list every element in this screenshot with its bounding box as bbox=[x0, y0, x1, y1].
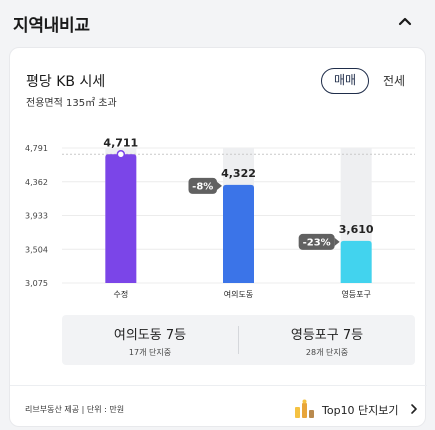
bar-marker bbox=[116, 150, 126, 159]
chevron-right-icon bbox=[411, 404, 417, 414]
section-title: 지역내비교 bbox=[13, 16, 90, 36]
rank-gu-main: 영등포구 7등 bbox=[290, 328, 364, 343]
toggle-sale[interactable]: 매매 bbox=[321, 68, 369, 94]
bar-value-label: 3,610 bbox=[339, 223, 374, 236]
rank-gu-sub: 28개 단지중 bbox=[305, 348, 349, 357]
divider bbox=[10, 385, 427, 386]
y-tick-label: 4,791 bbox=[25, 144, 48, 153]
bar-value-label: 4,322 bbox=[221, 167, 256, 180]
chevron-up-icon bbox=[398, 17, 412, 26]
rank-summary: 여의도동 7등 17개 단지중 영등포구 7등 28개 단지중 bbox=[62, 315, 415, 365]
diff-badge-label: -8% bbox=[192, 181, 213, 192]
diff-badge-pointer bbox=[217, 181, 222, 190]
bar-value-label: 4,711 bbox=[103, 136, 138, 149]
y-tick-label: 4,362 bbox=[25, 178, 48, 187]
divider bbox=[238, 326, 239, 354]
bar bbox=[340, 240, 372, 283]
top10-link-label: Top10 단지보기 bbox=[322, 404, 399, 417]
diff-badge bbox=[188, 177, 217, 194]
rank-gu: 영등포구 7등 28개 단지중 bbox=[239, 315, 415, 365]
y-tick-label: 3,504 bbox=[25, 245, 48, 254]
trade-type-toggle: 매매 전세 bbox=[321, 68, 417, 94]
x-tick-label: 영등포구 bbox=[341, 289, 370, 299]
section-header: 지역내비교 bbox=[0, 0, 435, 44]
price-bar-chart: 3,075 3,504 3,933 4,362 4,791 4,711 수정 4,322 여의도… bbox=[25, 136, 415, 299]
trophy-chart-icon bbox=[295, 399, 314, 418]
source-note: 리브부동산 제공 | 단위 : 만원 bbox=[25, 405, 125, 414]
collapse-button[interactable] bbox=[394, 10, 416, 32]
rank-dong-main: 여의도동 7등 bbox=[113, 328, 187, 343]
card-title: 평당 KB 시세 bbox=[26, 74, 106, 90]
rank-dong-sub: 17개 단지중 bbox=[128, 348, 172, 357]
bar bbox=[223, 184, 254, 283]
diff-badge-pointer bbox=[334, 237, 340, 246]
x-tick-label: 수정 bbox=[113, 289, 128, 299]
rank-dong: 여의도동 7등 17개 단지중 bbox=[62, 315, 238, 365]
y-tick-label: 3,075 bbox=[25, 279, 48, 288]
card-subtitle: 전용면적 135㎡ 초과 bbox=[26, 98, 117, 109]
bar bbox=[105, 154, 137, 283]
x-tick-label: 여의도동 bbox=[224, 289, 253, 299]
y-tick-label: 3,933 bbox=[25, 212, 48, 221]
top10-link[interactable]: Top10 단지보기 bbox=[294, 399, 420, 419]
price-card: 평당 KB 시세 전용면적 135㎡ 초과 매매 전세 3,075 3,504 3,… bbox=[9, 47, 427, 427]
diff-badge-label: -23% bbox=[303, 237, 331, 248]
diff-badge bbox=[298, 233, 335, 250]
toggle-jeonse[interactable]: 전세 bbox=[382, 74, 406, 88]
